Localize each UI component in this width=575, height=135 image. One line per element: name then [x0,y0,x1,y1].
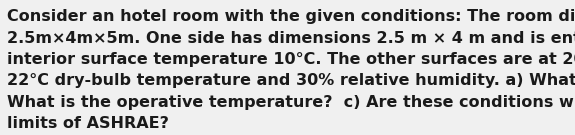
Text: 2.5m×4m×5m. One side has dimensions 2.5 m × 4 m and is entirely glazed with: 2.5m×4m×5m. One side has dimensions 2.5 … [7,31,575,46]
Text: Consider an hotel room with the given conditions: The room dimensions are: Consider an hotel room with the given co… [7,9,575,24]
Text: 22°C dry-bulb temperature and 30% relative humidity. a) What is the MRT?  b): 22°C dry-bulb temperature and 30% relati… [7,73,575,88]
Text: What is the operative temperature?  c) Are these conditions within the comfort: What is the operative temperature? c) Ar… [7,95,575,110]
Text: interior surface temperature 10°C. The other surfaces are at 20°C. The air is at: interior surface temperature 10°C. The o… [7,52,575,67]
Text: limits of ASHRAE?: limits of ASHRAE? [7,116,170,131]
